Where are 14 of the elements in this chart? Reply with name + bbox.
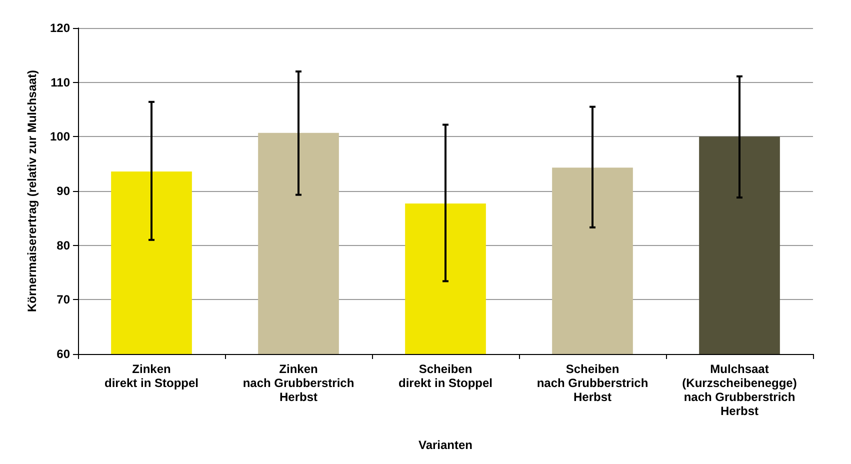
y-tick-label: 110 xyxy=(50,75,70,90)
y-tick-label: 60 xyxy=(56,347,70,361)
y-tick-label: 70 xyxy=(56,292,70,307)
x-tick-label: Scheiben direkt in Stoppel xyxy=(398,362,493,390)
x-tick-label: Scheiben nach Grubberstrich Herbst xyxy=(536,362,648,404)
y-tick-label: 100 xyxy=(50,130,70,144)
x-tick-label: Zinken direkt in Stoppel xyxy=(104,362,199,390)
y-tick-label: 90 xyxy=(56,184,70,198)
x-axis-title: Varianten xyxy=(418,438,473,452)
y-tick-label: 80 xyxy=(56,238,70,252)
x-tick-label: Zinken nach Grubberstrich Herbst xyxy=(242,362,354,404)
x-tick-label: Mulchsaat (Kurzscheibenegge) nach Grubberstrich Herbst xyxy=(682,362,797,418)
y-tick-label: 120 xyxy=(50,21,70,35)
y-axis-title: Körnermaiserertrag (relativ zur Mulchsaat) xyxy=(25,70,39,312)
